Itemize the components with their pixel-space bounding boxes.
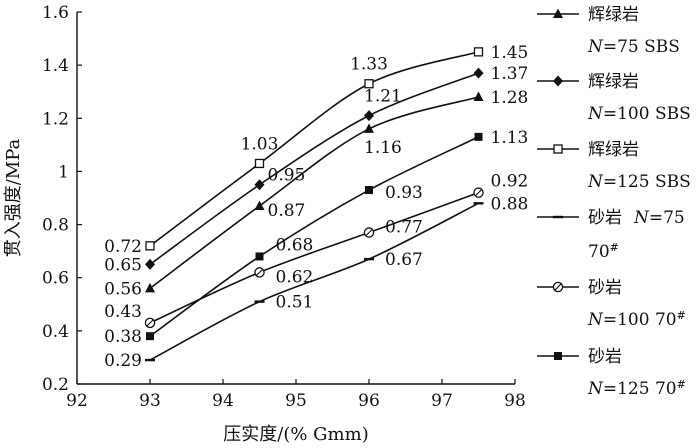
data-point: [255, 252, 264, 261]
data-point: [144, 317, 156, 329]
data-point: [364, 123, 374, 133]
data-label: 0.92: [491, 172, 529, 192]
data-point: [145, 241, 155, 251]
data-point: [473, 187, 484, 198]
data-point: [364, 79, 374, 89]
data-label: 1.03: [241, 134, 279, 154]
x-axis-title: 压实度/(% Gmm): [223, 424, 368, 445]
series-line: [149, 202, 479, 361]
data-label: 1.45: [491, 43, 529, 63]
data-label: 1.28: [491, 88, 529, 108]
legend-marker: [552, 281, 564, 293]
y-tick-label: 1.4: [42, 56, 69, 76]
series-line: [149, 191, 479, 324]
data-point: [473, 91, 484, 102]
data-label: 1.21: [364, 87, 402, 107]
series-line: [149, 96, 479, 289]
legend-name: 砂岩: [588, 347, 622, 367]
y-tick-label: 0.6: [42, 269, 69, 289]
data-point: [365, 186, 373, 195]
data-label: 1.16: [364, 138, 402, 158]
y-tick-label: 1.2: [42, 109, 69, 129]
data-point: [254, 158, 265, 169]
data-label: 0.95: [268, 166, 306, 186]
data-label: 0.38: [104, 327, 142, 347]
x-tick-label: 98: [504, 391, 526, 411]
series-line: [149, 51, 479, 247]
legend-name: 砂岩 N=75: [588, 208, 685, 228]
data-label: 0.77: [385, 218, 423, 238]
legend-name: 辉绿岩: [588, 140, 639, 160]
data-point: [254, 179, 265, 191]
legend-sub: N=100 70#: [587, 309, 686, 331]
legend-name: 辉绿岩: [588, 5, 639, 25]
data-label: 1.33: [350, 55, 388, 75]
data-point: [254, 200, 265, 210]
x-tick-label: 96: [358, 391, 380, 411]
data-label: 0.93: [385, 183, 423, 203]
y-tick-label: 0.8: [42, 216, 69, 236]
data-label: 0.68: [276, 235, 314, 255]
x-tick-label: 92: [66, 391, 88, 411]
data-label: 0.51: [276, 293, 314, 313]
series-line: [149, 136, 479, 337]
x-tick-label: 95: [285, 391, 307, 411]
data-label: 0.72: [104, 237, 142, 257]
data-point: [254, 267, 265, 278]
data-label: 1.13: [491, 128, 529, 148]
data-label: 0.62: [276, 267, 314, 287]
x-tick-label: 97: [431, 391, 453, 411]
data-point: [145, 258, 155, 270]
data-label: 0.56: [104, 279, 142, 299]
data-label: 0.88: [491, 194, 529, 214]
data-point: [363, 227, 375, 238]
legend-item: 砂岩 N=100 70#: [537, 278, 686, 330]
data-point: [145, 282, 155, 293]
legend-sub: N=75 SBS: [587, 37, 680, 57]
data-point: [146, 332, 154, 341]
legend-item: 砂岩 N=125 70#: [537, 347, 686, 399]
y-tick-label: 1.6: [42, 3, 69, 23]
legend-sub: 70#: [588, 241, 619, 263]
legend-name: 辉绿岩: [588, 72, 639, 92]
x-tick-label: 93: [139, 391, 161, 411]
data-point: [474, 132, 483, 141]
data-point: [473, 47, 484, 57]
legend-marker: [553, 8, 563, 18]
legend-item: 砂岩 N=75 70#: [537, 208, 685, 262]
legend-name: 砂岩: [588, 278, 622, 298]
series-line: [149, 72, 479, 266]
y-axis-title: 贯入强度/MPa: [3, 138, 24, 257]
legend-sub: N=125 70#: [587, 378, 686, 400]
legend-item: 辉绿岩 N=100 SBS: [537, 72, 691, 124]
data-label: 0.29: [104, 351, 142, 371]
data-label: 0.67: [385, 250, 423, 270]
legend-marker: [553, 75, 563, 87]
data-point: [473, 67, 484, 79]
legend-item: 辉绿岩 N=75 SBS: [537, 5, 680, 57]
data-point: [364, 110, 374, 122]
data-label: 0.87: [268, 201, 306, 221]
x-tick-label: 94: [212, 391, 234, 411]
legend-item: 辉绿岩 N=125 SBS: [537, 140, 691, 192]
y-tick-label: 1: [58, 162, 69, 182]
legend-sub: N=125 SBS: [587, 172, 691, 192]
y-tick-label: 0.4: [42, 322, 69, 342]
data-label: 0.43: [104, 302, 142, 322]
data-label: 1.37: [491, 64, 529, 84]
legend-marker: [554, 352, 562, 360]
legend-marker: [553, 144, 563, 154]
data-label: 0.65: [104, 255, 142, 275]
legend-sub: N=100 SBS: [587, 104, 691, 124]
y-tick-label: 0.2: [42, 375, 69, 395]
